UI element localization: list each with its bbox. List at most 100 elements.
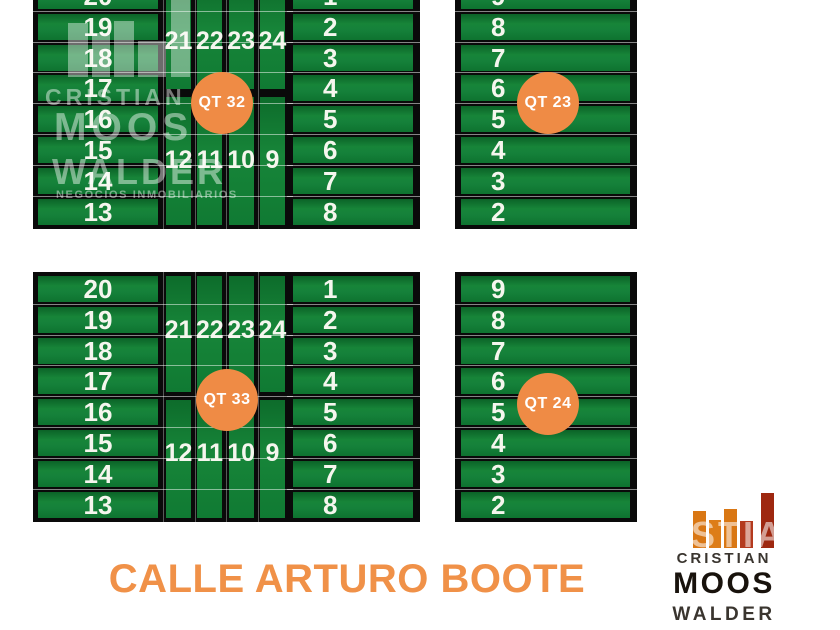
qt32-badge: QT 32 [191,72,253,134]
lot-number: 13 [83,489,113,520]
lot-divider [455,164,637,166]
lot-divider [455,195,637,197]
lot-divider [194,272,196,522]
brand-logo: STIAN CRISTIAN MOOS WALDER [636,478,840,630]
lot-8: 8 [293,491,413,518]
lot-number: 3 [491,458,506,489]
lot-number: 22 [195,316,224,344]
lot-divider [33,303,293,305]
lot-number: 21 [164,316,193,344]
lot-number: 10 [227,146,255,174]
lot-number: 7 [323,165,338,196]
lot-divider [287,10,420,12]
lot-number: 5 [323,104,338,135]
lot-divider [33,164,293,166]
lot-divider [33,195,293,197]
lot-number: 3 [323,42,338,73]
lot-number: 16 [83,104,113,135]
lot-number: 2 [491,489,506,520]
lot-7: 7 [293,458,413,489]
brand-name-bottom: WALDER [672,604,776,625]
lot-2: 2 [461,198,630,225]
lot-20: 20 [38,276,158,302]
lot-number: 20 [84,0,113,9]
lot-4: 4 [293,75,413,102]
lot-number: 7 [491,335,506,366]
lot-7: 7 [293,165,413,196]
lot-number: 2 [323,304,338,335]
lot-14: 14 [38,165,158,196]
lot-divider [33,457,293,459]
lot-divider [455,10,637,12]
lot-divider [455,134,637,135]
lot-number: 14 [83,458,113,489]
lot-number: 3 [323,335,338,366]
lot-number: 6 [323,428,338,458]
lot-9 [259,400,285,518]
qt24-badge: QT 24 [517,373,579,435]
lot-number: 14 [83,165,113,196]
lot-number: 7 [323,458,338,489]
lot-number: 23 [227,27,255,55]
lot-number: 18 [83,42,113,73]
lot-number: 17 [83,366,113,397]
lot-number: 16 [83,397,113,428]
lot-divider [257,272,259,522]
lot-divider [287,103,420,105]
lot-14: 14 [38,458,158,489]
lot-2: 2 [293,304,413,335]
lot-number: 12 [164,146,193,174]
lot-18: 18 [38,42,158,73]
lot-12 [166,400,191,518]
brand-bars-icon [693,493,774,548]
lot-divider [163,272,164,522]
lot-3: 3 [293,335,413,366]
lot-number: 18 [83,335,113,366]
lot-8: 8 [461,11,630,42]
lot-number: 8 [491,11,506,42]
lot-number: 4 [491,428,506,458]
lot-divider [33,334,293,336]
lot-number: 8 [491,304,506,335]
lot-19: 19 [38,306,158,333]
lot-divider [287,334,420,336]
lot-number: 2 [323,11,338,42]
lot-13: 13 [38,489,158,520]
lot-number: 9 [265,146,280,174]
lot-5: 5 [293,399,413,426]
lot-number: 5 [491,104,506,135]
lot-divider [33,488,293,490]
lot-13: 13 [38,198,158,225]
lot-divider [455,334,637,336]
lot-number: 10 [227,439,255,467]
lot-divider [455,488,637,490]
lot-divider [33,72,293,74]
lot-divider [287,427,420,428]
lot-divider [287,134,420,135]
lot-divider [257,0,259,229]
lot-number: 5 [491,397,506,428]
lot-divider [287,457,420,459]
lot-number: 24 [258,27,287,55]
lot-number: 15 [83,428,113,458]
lot-number: 4 [323,366,338,397]
lot-number: 3 [491,165,506,196]
lot-divider [287,164,420,166]
lot-number: 4 [491,135,506,165]
bar-icon [740,521,753,548]
lot-divider [287,41,420,43]
lot-4: 4 [461,137,630,163]
bar-icon [693,511,706,548]
brand-echo-text: STIAN [691,514,814,555]
lot-number: 23 [227,316,255,344]
lot-divider [33,427,293,428]
lot-divider [33,134,293,135]
brand-name-top: CRISTIAN [676,550,772,567]
lot-19: 19 [38,11,158,42]
lot-18: 18 [38,335,158,366]
lot-number: 9 [491,0,505,9]
lot-number: 19 [83,11,113,42]
